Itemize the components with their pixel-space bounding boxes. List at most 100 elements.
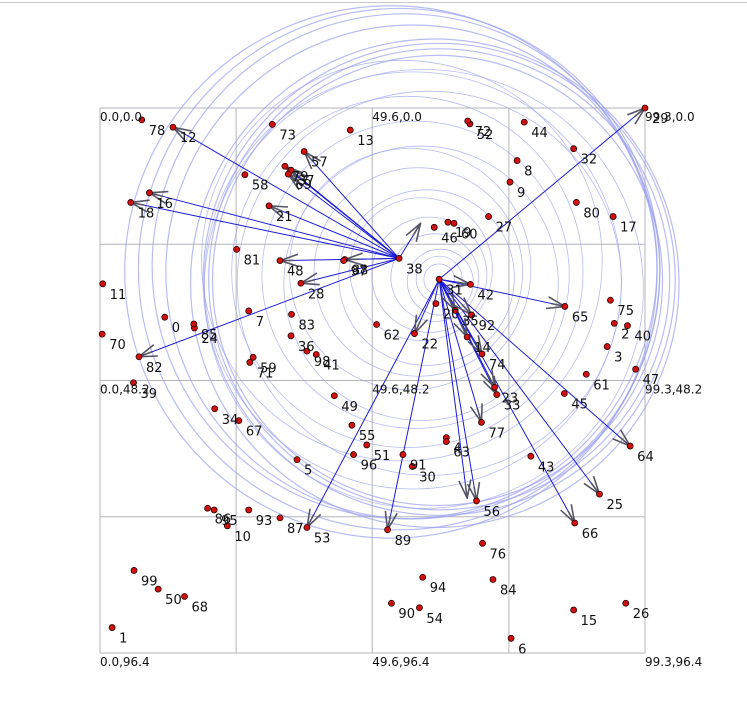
point-96 bbox=[350, 451, 357, 458]
point-84 bbox=[489, 576, 497, 583]
point-19 bbox=[444, 218, 452, 226]
arrow bbox=[307, 279, 440, 527]
point-3 bbox=[603, 343, 611, 350]
range-circle bbox=[261, 120, 570, 429]
point-label-87: 87 bbox=[287, 522, 304, 537]
range-circle bbox=[124, 5, 658, 539]
arrow bbox=[301, 257, 400, 283]
point-28 bbox=[297, 279, 305, 287]
corner-labels: 0.0,0.0 49.6,0.0 99.3,0.0 0.0,48.2 49.6,48.2… bbox=[100, 110, 702, 669]
point-label-34: 34 bbox=[222, 413, 239, 428]
point-43 bbox=[527, 452, 535, 460]
point-label-35: 35 bbox=[462, 314, 479, 329]
arrow bbox=[438, 108, 645, 280]
corner-label: 99.3,0.0 bbox=[645, 110, 695, 124]
arrow bbox=[173, 127, 400, 259]
point-label-99: 99 bbox=[141, 574, 158, 589]
point-label-68: 68 bbox=[192, 600, 209, 615]
arrow bbox=[438, 279, 476, 501]
point-78 bbox=[138, 116, 146, 124]
point-48 bbox=[276, 257, 284, 265]
point-82 bbox=[135, 353, 143, 361]
arrow bbox=[438, 279, 467, 498]
point-21 bbox=[265, 202, 273, 210]
range-circle bbox=[371, 216, 488, 333]
point-label-74: 74 bbox=[489, 358, 506, 373]
point-label-41: 41 bbox=[323, 358, 340, 373]
point-label-65: 65 bbox=[572, 310, 589, 325]
point-54 bbox=[416, 604, 423, 612]
point-15 bbox=[570, 606, 578, 614]
arrow bbox=[131, 202, 400, 259]
point-label-96: 96 bbox=[361, 459, 378, 474]
point-61 bbox=[582, 370, 590, 378]
corner-label: 0.0,96.4 bbox=[100, 655, 150, 669]
point-65 bbox=[561, 303, 569, 310]
corner-label: 0.0,0.0 bbox=[100, 110, 142, 124]
point-51 bbox=[363, 441, 371, 449]
point-label-20: 20 bbox=[443, 308, 460, 323]
corner-label: 49.6,96.4 bbox=[372, 655, 429, 669]
point-23 bbox=[491, 383, 499, 391]
point-60 bbox=[450, 219, 458, 227]
point-95 bbox=[210, 506, 218, 514]
point-label-56: 56 bbox=[484, 505, 501, 520]
point-label-88: 88 bbox=[352, 264, 369, 279]
point-62 bbox=[373, 321, 381, 328]
point-9 bbox=[506, 178, 514, 186]
arrow bbox=[285, 166, 400, 259]
point-label-39: 39 bbox=[140, 387, 157, 402]
range-circle bbox=[338, 189, 515, 366]
point-57 bbox=[300, 148, 308, 155]
point-89 bbox=[384, 526, 391, 534]
point-label-98: 98 bbox=[314, 355, 331, 370]
arrow bbox=[439, 279, 470, 284]
point-label-72: 72 bbox=[475, 125, 492, 140]
point-12 bbox=[169, 123, 177, 131]
point-64 bbox=[626, 442, 634, 450]
point-68 bbox=[181, 593, 188, 600]
point-71 bbox=[246, 359, 254, 366]
point-97 bbox=[340, 257, 348, 265]
point-59 bbox=[249, 353, 257, 361]
point-label-12: 12 bbox=[180, 131, 197, 146]
point-label-43: 43 bbox=[538, 460, 555, 475]
point-label-31: 31 bbox=[446, 283, 463, 298]
point-91 bbox=[399, 451, 407, 458]
point-label-97: 97 bbox=[351, 265, 368, 280]
range-circle bbox=[406, 248, 474, 316]
point-label-42: 42 bbox=[477, 288, 494, 303]
range-circle bbox=[211, 54, 664, 507]
point-label-55: 55 bbox=[359, 429, 376, 444]
point-label-17: 17 bbox=[620, 221, 637, 236]
point-55 bbox=[348, 421, 356, 429]
point-label-50: 50 bbox=[165, 593, 182, 608]
point-label-19: 19 bbox=[455, 226, 472, 241]
range-circle bbox=[151, 13, 658, 520]
point-30 bbox=[408, 463, 416, 470]
arrow bbox=[438, 279, 455, 310]
point-49 bbox=[330, 392, 338, 400]
point-42 bbox=[467, 280, 474, 288]
point-label-73: 73 bbox=[279, 128, 296, 143]
point-label-57: 57 bbox=[311, 156, 328, 171]
point-22 bbox=[411, 330, 418, 337]
top-separator bbox=[0, 2, 747, 3]
point-label-58: 58 bbox=[252, 179, 269, 194]
point-72 bbox=[464, 117, 472, 125]
point-label-95: 95 bbox=[221, 514, 238, 529]
point-20 bbox=[432, 300, 440, 308]
point-67 bbox=[235, 417, 243, 425]
corner-label: 99.3,48.2 bbox=[645, 383, 702, 397]
point-label-25: 25 bbox=[606, 498, 623, 513]
arrow bbox=[398, 223, 420, 259]
point-11 bbox=[99, 280, 107, 288]
point-label-1: 1 bbox=[119, 632, 127, 647]
point-label-5: 5 bbox=[304, 464, 312, 479]
range-circle bbox=[283, 145, 559, 421]
point-70 bbox=[98, 330, 106, 338]
point-label-11: 11 bbox=[110, 288, 127, 303]
range-circle bbox=[236, 90, 622, 476]
point-label-16: 16 bbox=[156, 197, 173, 212]
